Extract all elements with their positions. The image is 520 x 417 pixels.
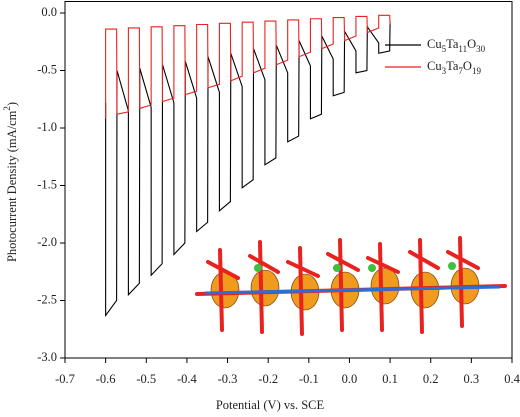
legend-label: Cu3Ta7O19 (427, 59, 481, 76)
x-tick-label: 0.1 (382, 372, 398, 386)
series-line (105, 14, 391, 119)
y-tick-label: -3.0 (37, 350, 57, 364)
x-tick-label: -0.5 (136, 372, 156, 386)
x-tick-label: 0.4 (504, 372, 520, 386)
y-tick-label: 0.0 (41, 5, 57, 19)
y-tick-label: -2.5 (37, 292, 57, 306)
x-tick-label: -0.1 (299, 372, 319, 386)
x-tick-label: 0.3 (464, 372, 480, 386)
inset-structure (195, 236, 507, 336)
y-tick-label: -1.0 (37, 120, 57, 134)
plot-frame (64, 1, 513, 359)
y-tick-label: -0.5 (37, 62, 57, 76)
x-tick-label: -0.7 (55, 372, 75, 386)
x-tick-label: 0.2 (423, 372, 439, 386)
y-axis-title: Photocurrent Density (mA/cm2) (2, 102, 19, 262)
series-line (105, 22, 391, 318)
x-tick-label: 0.0 (342, 372, 358, 386)
x-tick-label: -0.2 (258, 372, 278, 386)
x-tick-label: -0.6 (96, 372, 116, 386)
x-tick-label: -0.4 (177, 372, 198, 386)
x-tick-label: -0.3 (218, 372, 238, 386)
y-tick-label: -2.0 (37, 235, 57, 249)
y-tick-label: -1.5 (37, 177, 57, 191)
x-axis-title: Potential (V) vs. SCE (216, 398, 325, 412)
legend-label: Cu5Ta11O30 (427, 37, 486, 54)
